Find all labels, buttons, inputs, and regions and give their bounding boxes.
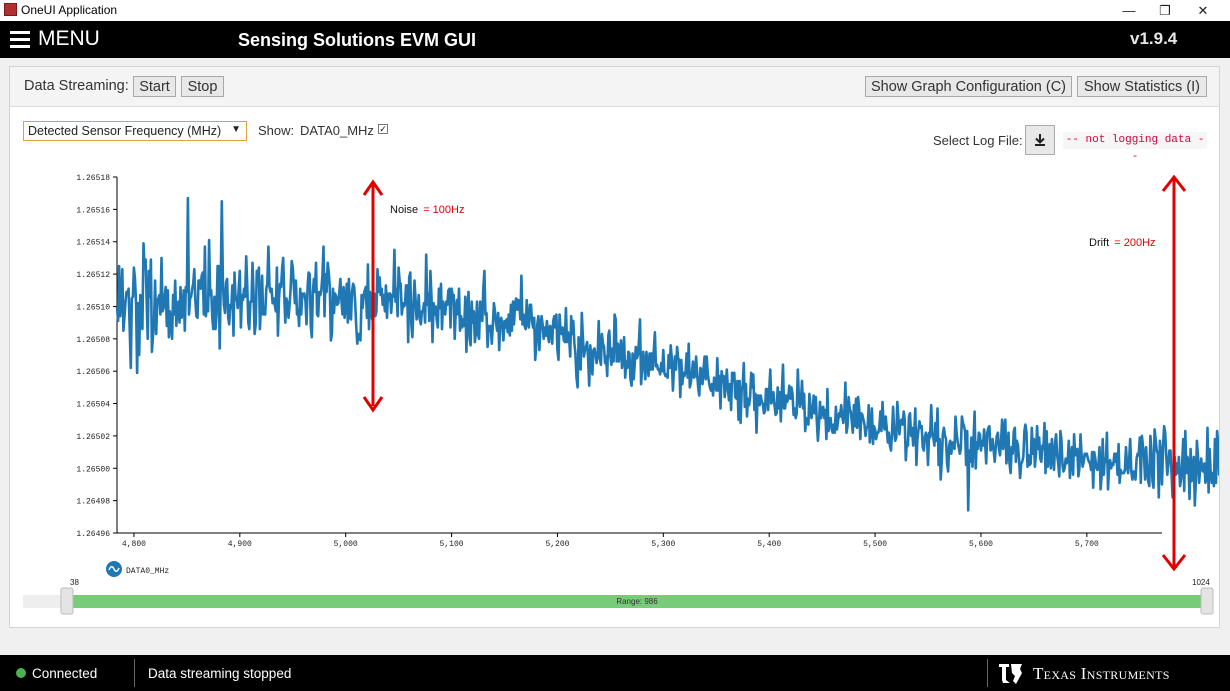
- y-tick-label: 1.26508: [76, 336, 110, 345]
- y-tick-label: 1.26504: [76, 401, 110, 410]
- x-tick-label: 5,000: [334, 540, 358, 549]
- range-start-value: 38: [70, 578, 79, 587]
- channel-checkbox[interactable]: ✓: [378, 124, 388, 134]
- download-icon: [1035, 134, 1045, 146]
- restore-button[interactable]: ❐: [1159, 2, 1171, 18]
- y-tick-label: 1.26516: [76, 206, 110, 215]
- app-header: MENU Sensing Solutions EVM GUI v1.9.4: [0, 21, 1230, 58]
- status-bar: Connected Data streaming stopped Texas I…: [0, 655, 1230, 691]
- drift-value: = 200Hz: [1114, 237, 1155, 249]
- noise-label: Noise: [390, 204, 418, 216]
- metric-select[interactable]: Detected Sensor Frequency (MHz) ▼: [23, 121, 247, 141]
- drift-annotation: Drift = 200Hz: [1089, 174, 1187, 572]
- window-titlebar: OneUI Application — ❐ ✕: [0, 0, 1230, 21]
- streaming-toolbar: Data Streaming: Start Stop Show Graph Co…: [10, 67, 1219, 107]
- show-statistics-button[interactable]: Show Statistics (I): [1077, 76, 1207, 97]
- y-tick-label: 1.26510: [76, 303, 110, 312]
- app-icon: [4, 3, 17, 16]
- noise-value: = 100Hz: [423, 204, 464, 216]
- channel-label: DATA0_MHz: [300, 123, 374, 138]
- x-tick-label: 5,700: [1075, 540, 1099, 549]
- app-title: Sensing Solutions EVM GUI: [238, 30, 477, 50]
- range-slider[interactable]: 38 1024 0 Range: 986: [23, 578, 1214, 615]
- select-log-file-button[interactable]: [1025, 125, 1055, 155]
- range-max-label: 1024: [1192, 578, 1210, 587]
- close-button[interactable]: ✕: [1197, 2, 1209, 18]
- x-axis: 4,800 4,900 5,000 5,100 5,200 5,300 5,400 5,500…: [117, 532, 1162, 549]
- range-start-handle[interactable]: [60, 587, 74, 615]
- y-tick-label: 1.26514: [76, 239, 110, 248]
- y-tick-label: 1.26496: [76, 530, 110, 539]
- main-panel: Data Streaming: Start Stop Show Graph Co…: [9, 66, 1220, 628]
- x-tick-label: 5,300: [651, 540, 675, 549]
- y-tick-label: 1.26506: [76, 368, 110, 377]
- y-tick-label: 1.26498: [76, 498, 110, 507]
- ti-logo-icon: [999, 664, 1022, 684]
- svg-text:Noise = 100Hz: Noise = 100Hz: [390, 204, 464, 216]
- legend-label: DATA0_MHz: [126, 567, 169, 576]
- status-divider: [987, 659, 988, 687]
- hamburger-menu-icon[interactable]: [10, 31, 30, 48]
- y-axis: 1.26496 1.26498 1.26500 1.26502 1.26504 1.265…: [76, 174, 118, 539]
- start-button[interactable]: Start: [133, 76, 176, 97]
- menu-button[interactable]: MENU: [38, 27, 100, 50]
- noise-annotation: Noise = 100Hz: [362, 179, 464, 413]
- svg-text:Drift = 200Hz: Drift = 200Hz: [1089, 237, 1156, 249]
- noise-arrow-head-down: [362, 396, 384, 413]
- window-title: OneUI Application: [21, 3, 118, 17]
- connection-status-icon: [16, 668, 26, 678]
- drift-arrow-head-down: [1161, 554, 1187, 572]
- x-tick-label: 5,600: [969, 540, 993, 549]
- dropdown-arrow-icon: ▼: [231, 124, 241, 135]
- range-end-handle[interactable]: [1200, 587, 1214, 615]
- y-tick-label: 1.26518: [76, 174, 110, 183]
- chart-legend[interactable]: DATA0_MHz: [106, 561, 169, 577]
- logging-status: -- not logging data --: [1063, 132, 1207, 163]
- noise-arrow-head-up: [362, 179, 384, 196]
- stop-button[interactable]: Stop: [181, 76, 224, 97]
- streaming-label: Data Streaming:: [24, 78, 129, 94]
- range-selection[interactable]: [66, 595, 1207, 608]
- x-tick-label: 5,200: [545, 540, 569, 549]
- show-label: Show:: [258, 123, 295, 138]
- log-file-label: Select Log File:: [933, 133, 1023, 148]
- drift-arrow-head-up: [1161, 174, 1187, 192]
- y-tick-label: 1.26500: [76, 465, 110, 474]
- connection-status: Connected: [32, 666, 98, 681]
- x-tick-label: 4,800: [122, 540, 146, 549]
- data0-series-line: [115, 196, 1219, 512]
- y-tick-label: 1.26502: [76, 433, 110, 442]
- status-message: Data streaming stopped: [148, 666, 292, 681]
- version-label: v1.9.4: [1130, 29, 1178, 48]
- x-tick-label: 5,100: [440, 540, 464, 549]
- minimize-button[interactable]: —: [1122, 3, 1136, 18]
- show-graph-configuration-button[interactable]: Show Graph Configuration (C): [865, 76, 1072, 97]
- range-label: Range: 986: [616, 597, 658, 606]
- y-tick-label: 1.26512: [76, 271, 110, 280]
- status-divider: [134, 659, 135, 687]
- frequency-chart: 1.26496 1.26498 1.26500 1.26502 1.26504 1.265…: [23, 174, 1219, 615]
- drift-label: Drift: [1089, 237, 1109, 249]
- x-tick-label: 5,500: [863, 540, 887, 549]
- metric-select-value: Detected Sensor Frequency (MHz): [28, 124, 222, 138]
- x-tick-label: 4,900: [228, 540, 252, 549]
- brand-name: Texas Instruments: [1033, 664, 1170, 683]
- x-tick-label: 5,400: [757, 540, 781, 549]
